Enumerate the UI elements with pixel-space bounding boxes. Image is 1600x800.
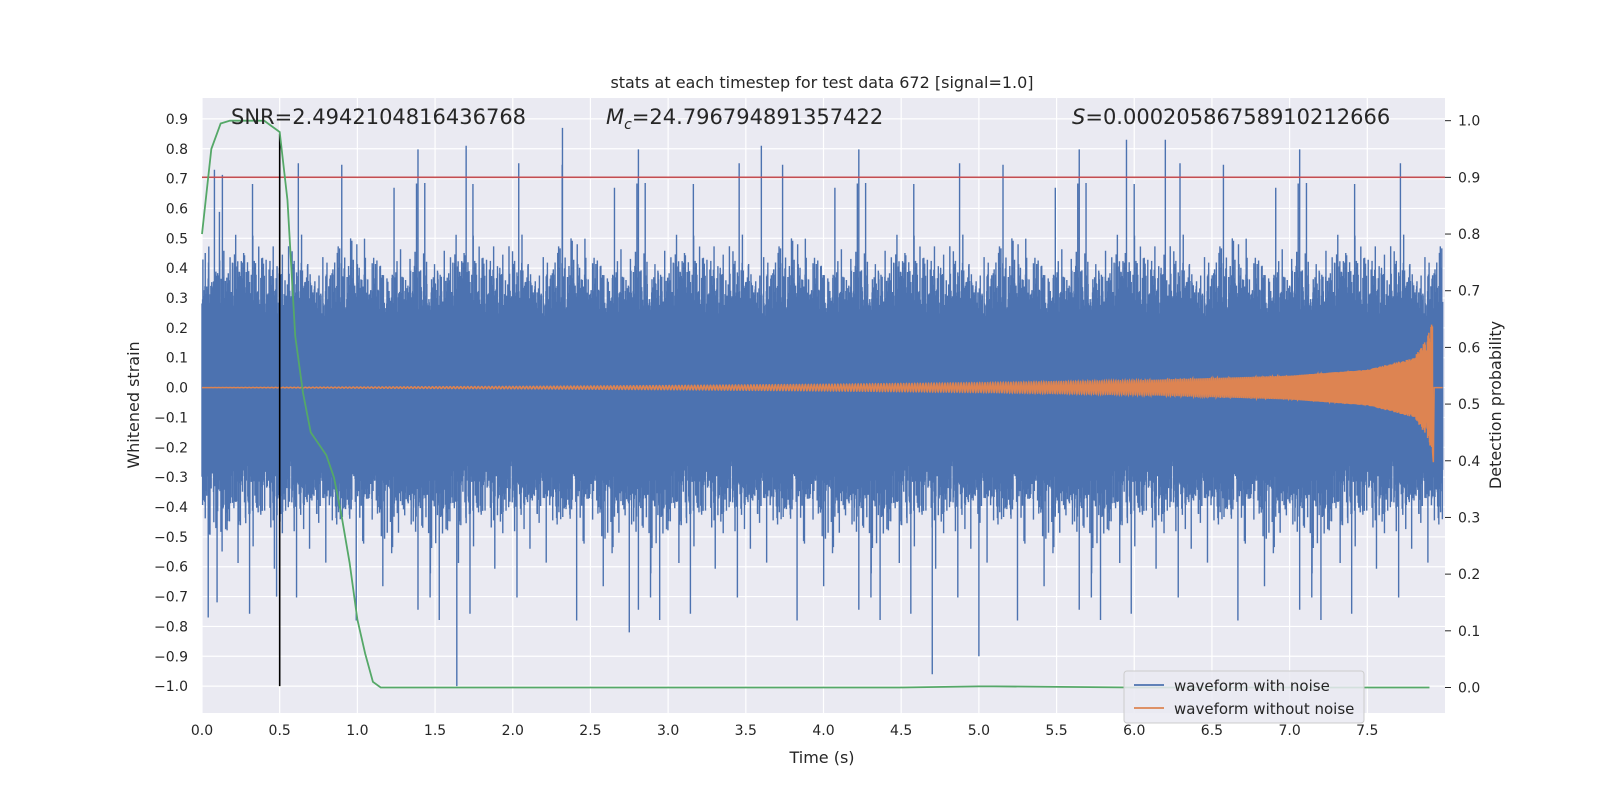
y-left-tick-label: 0.1 — [166, 351, 188, 367]
x-tick-label: 6.0 — [1123, 723, 1145, 739]
x-tick-label: 6.5 — [1201, 723, 1223, 739]
y-left-tick-label: 0.6 — [166, 201, 188, 217]
y-right-tick-label: 0.5 — [1458, 397, 1480, 413]
legend-label-waveform-with-noise: waveform with noise — [1174, 677, 1330, 695]
chirp-trace — [202, 324, 1443, 463]
x-tick-label: 1.0 — [346, 723, 368, 739]
chart-title: stats at each timestep for test data 672… — [610, 73, 1033, 92]
series-detection-probability — [201, 119, 1430, 689]
y-right-tick-label: 0.6 — [1458, 340, 1480, 356]
s-symbol: S — [1072, 105, 1085, 129]
y-left-tick-label: 0.0 — [166, 381, 188, 397]
y-right-tick-label: 0.3 — [1458, 510, 1480, 526]
y-right-tick-label: 1.0 — [1458, 114, 1480, 130]
y-left-tick-label: −0.6 — [154, 560, 188, 576]
legend-label-waveform-without-noise: waveform without noise — [1174, 700, 1354, 718]
y-left-tick-label: 0.4 — [166, 261, 188, 277]
legend-frame — [1123, 670, 1365, 724]
y-left-tick-label: 0.9 — [166, 112, 188, 128]
x-tick-label: 5.5 — [1045, 723, 1067, 739]
y-right-tick-label: 0.0 — [1458, 680, 1480, 696]
y-left-tick-label: −0.1 — [154, 410, 188, 426]
x-tick-label: 2.0 — [502, 723, 524, 739]
legend: waveform with noise waveform without noi… — [1123, 670, 1365, 724]
y-left-tick-label: −0.3 — [154, 470, 188, 486]
series-waveform-without-noise — [202, 324, 1443, 463]
s-annotation: S=0.00020586758910212666 — [1072, 105, 1390, 129]
y-left-tick-label: −1.0 — [154, 679, 188, 695]
x-tick-label: 5.0 — [968, 723, 990, 739]
y-left-tick-label: 0.2 — [166, 321, 188, 337]
x-tick-label: 0.0 — [191, 723, 213, 739]
y-left-tick-label: −0.4 — [154, 500, 188, 516]
y-right-tick-label: 0.2 — [1458, 567, 1480, 583]
y-right-tick-label: 0.7 — [1458, 284, 1480, 300]
x-tick-label: 4.0 — [812, 723, 834, 739]
y-axis-label-right: Detection probability — [1486, 321, 1505, 489]
chirp-mass-subscript: c — [624, 117, 632, 133]
x-tick-label: 0.5 — [269, 723, 291, 739]
chirp-mass-annotation: Mc=24.796794891357422 — [606, 105, 883, 133]
snr-annotation: SNR=2.4942104816436768 — [231, 105, 526, 129]
chirp-mass-value: =24.796794891357422 — [632, 105, 883, 129]
y-axis-label-left: Whitened strain — [124, 341, 143, 468]
y-right-tick-label: 0.9 — [1458, 170, 1480, 186]
x-tick-label: 3.0 — [657, 723, 679, 739]
y-left-tick-label: −0.9 — [154, 649, 188, 665]
x-tick-label: 4.5 — [890, 723, 912, 739]
y-left-tick-label: 0.3 — [166, 291, 188, 307]
x-tick-label: 3.5 — [735, 723, 757, 739]
s-value: =0.00020586758910212666 — [1085, 105, 1390, 129]
y-right-tick-label: 0.8 — [1458, 227, 1480, 243]
x-axis-label: Time (s) — [788, 748, 854, 767]
probability-line — [201, 119, 1430, 689]
y-left-tick-label: −0.7 — [154, 590, 188, 606]
y-right-tick-label: 0.4 — [1458, 454, 1480, 470]
y-right-tick-label: 0.1 — [1458, 624, 1480, 640]
y-left-tick-label: 0.7 — [166, 172, 188, 188]
y-left-tick-label: −0.5 — [154, 530, 188, 546]
y-left-tick-label: −0.8 — [154, 619, 188, 635]
chirp-mass-symbol: M — [606, 105, 624, 129]
x-tick-label: 1.5 — [424, 723, 446, 739]
y-left-tick-label: 0.5 — [166, 231, 188, 247]
y-left-tick-label: −0.2 — [154, 440, 188, 456]
y-left-tick-label: 0.8 — [166, 142, 188, 158]
x-tick-label: 2.5 — [579, 723, 601, 739]
x-tick-label: 7.0 — [1278, 723, 1300, 739]
x-tick-label: 7.5 — [1356, 723, 1378, 739]
